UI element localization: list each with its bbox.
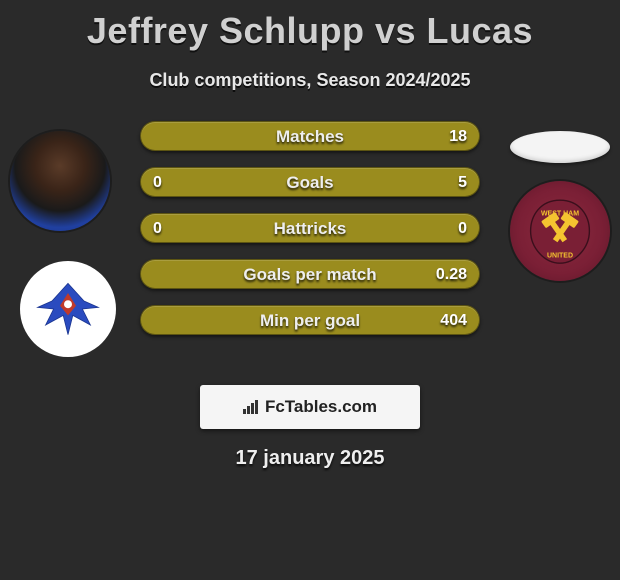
stat-row: Min per goal 404 [140, 305, 480, 335]
stat-right-value: 0.28 [436, 260, 467, 288]
right-club-badge: WEST HAM UNITED [510, 181, 610, 281]
stat-label: Goals [141, 168, 479, 196]
stat-row: Matches 18 [140, 121, 480, 151]
stat-label: Min per goal [141, 306, 479, 334]
branding-text: FcTables.com [265, 397, 377, 417]
stat-right-value: 18 [449, 122, 467, 150]
date-text: 17 january 2025 [0, 447, 620, 470]
left-club-badge [20, 261, 116, 357]
stat-row: 0 Goals 5 [140, 167, 480, 197]
page-title: Jeffrey Schlupp vs Lucas [0, 0, 620, 52]
stat-pill-column: Matches 18 0 Goals 5 0 Hattricks 0 Goals… [140, 121, 480, 351]
stat-label: Goals per match [141, 260, 479, 288]
page-subtitle: Club competitions, Season 2024/2025 [0, 70, 620, 91]
svg-text:WEST HAM: WEST HAM [541, 211, 579, 218]
bar-chart-icon [243, 400, 261, 414]
svg-text:UNITED: UNITED [547, 253, 573, 260]
comparison-area: WEST HAM UNITED Matches 18 0 Goals 5 [0, 121, 620, 381]
branding-badge: FcTables.com [200, 385, 420, 429]
left-player-avatar [10, 131, 110, 231]
stat-label: Hattricks [141, 214, 479, 242]
stat-row: Goals per match 0.28 [140, 259, 480, 289]
stat-label: Matches [141, 122, 479, 150]
hammers-icon: WEST HAM UNITED [525, 196, 595, 266]
stat-right-value: 0 [458, 214, 467, 242]
right-player-avatar [510, 131, 610, 163]
stat-row: 0 Hattricks 0 [140, 213, 480, 243]
stat-right-value: 5 [458, 168, 467, 196]
stat-right-value: 404 [440, 306, 467, 334]
eagle-icon [28, 269, 108, 349]
